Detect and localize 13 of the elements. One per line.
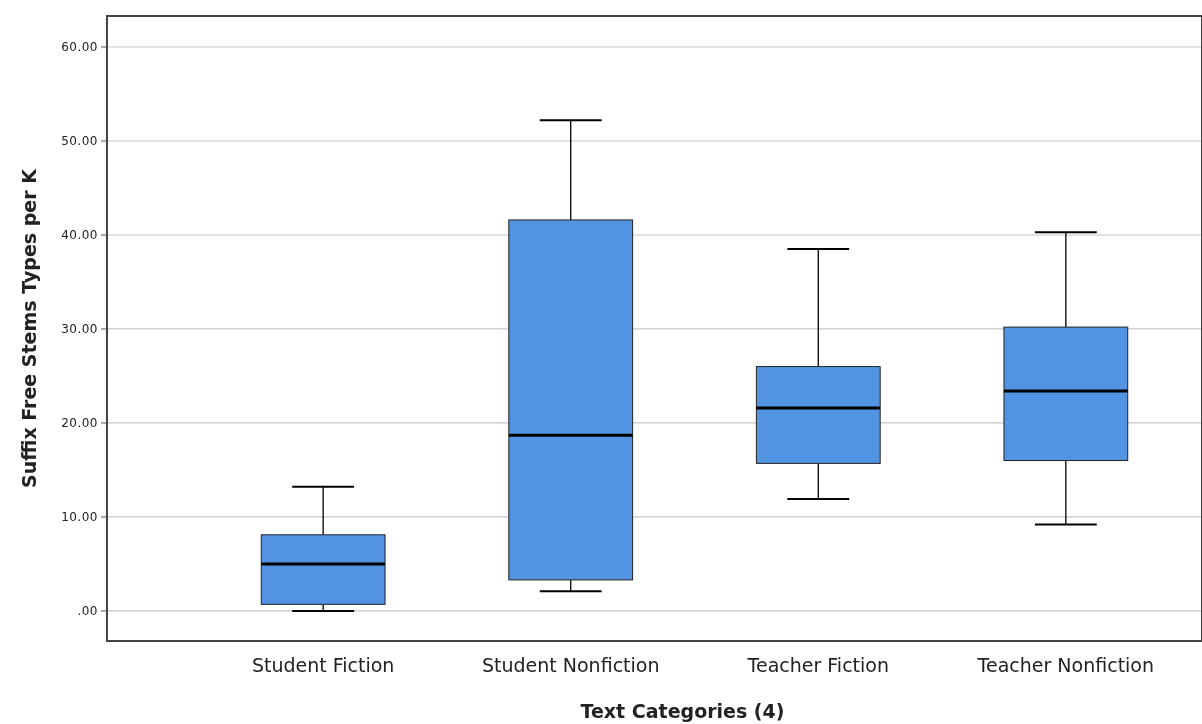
x-axis-title: Text Categories (4) <box>580 700 785 722</box>
x-tick-label: Student Nonfiction <box>481 654 660 676</box>
y-tick-label: 20.00 <box>61 416 98 431</box>
y-tick-label: 40.00 <box>61 228 98 243</box>
x-tick-label: Student Fiction <box>251 654 395 676</box>
y-tick-label: 30.00 <box>61 322 98 337</box>
x-tick-label: Teacher Fiction <box>746 654 889 676</box>
y-axis-title: Suffix Free Stems Types per K <box>18 167 40 488</box>
y-tick-label: .00 <box>77 604 98 619</box>
y-tick-label: 10.00 <box>61 510 98 525</box>
y-tick-label: 50.00 <box>61 134 98 149</box>
x-tick-label: Teacher Nonfiction <box>976 654 1155 676</box>
y-tick-label: 60.00 <box>61 40 98 55</box>
